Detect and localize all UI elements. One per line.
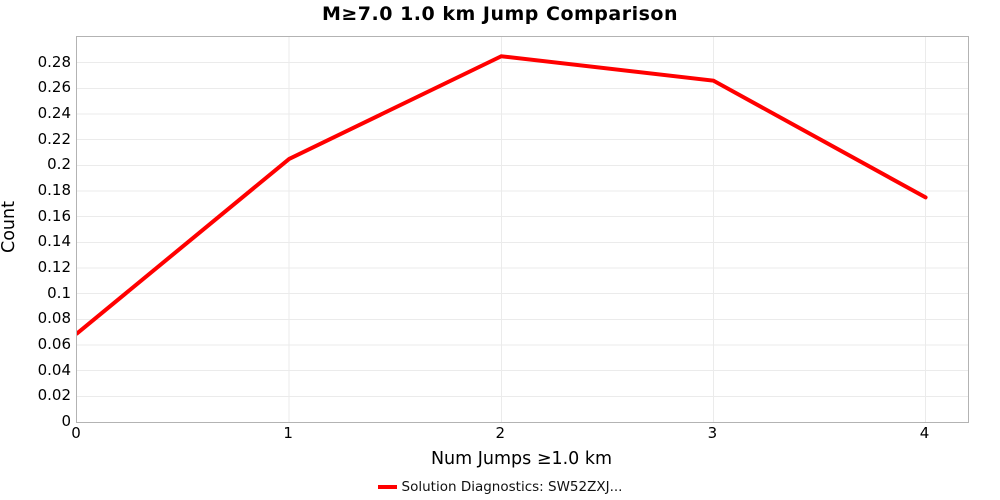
- y-tick-label: 0.1: [47, 283, 71, 302]
- y-tick-label: 0.12: [37, 258, 71, 276]
- y-tick-label: 0.04: [37, 360, 71, 379]
- x-tick-label: 4: [919, 424, 930, 442]
- legend-item[interactable]: Solution Diagnostics: SW52ZXJ...: [377, 479, 623, 495]
- chart-title: M≥7.0 1.0 km Jump Comparison: [321, 3, 679, 25]
- y-tick-label: 0.06: [37, 335, 71, 353]
- y-tick-label: 0.08: [37, 309, 71, 328]
- y-tick-label: 0.22: [37, 129, 71, 148]
- line-chart-canvas: [77, 37, 968, 422]
- y-tick-label: 0: [61, 412, 71, 430]
- x-tick-label: 2: [495, 424, 506, 442]
- data-line: [77, 54, 928, 336]
- legend: Solution Diagnostics: SW52ZXJ...: [0, 479, 1000, 495]
- x-tick-label: 1: [283, 424, 293, 442]
- x-axis-label: Num Jumps ≥1.0 km: [430, 449, 613, 469]
- legend-line-swatch: [377, 485, 397, 489]
- y-tick-label: 0.16: [37, 206, 71, 225]
- y-tick-label: 0.2: [47, 155, 71, 174]
- plot-area[interactable]: [76, 36, 969, 423]
- y-tick-label: 0.28: [37, 52, 71, 71]
- legend-label: Solution Diagnostics: SW52ZXJ...: [401, 479, 623, 495]
- y-tick-label: 0.26: [37, 78, 71, 97]
- y-tick-label: 0.24: [37, 104, 71, 122]
- x-tick-label: 3: [707, 424, 718, 442]
- y-tick-label: 0.02: [37, 386, 71, 405]
- x-tick-label: 0: [71, 424, 81, 442]
- y-tick-label: 0.18: [37, 181, 71, 199]
- y-tick-label: 0.14: [37, 232, 71, 251]
